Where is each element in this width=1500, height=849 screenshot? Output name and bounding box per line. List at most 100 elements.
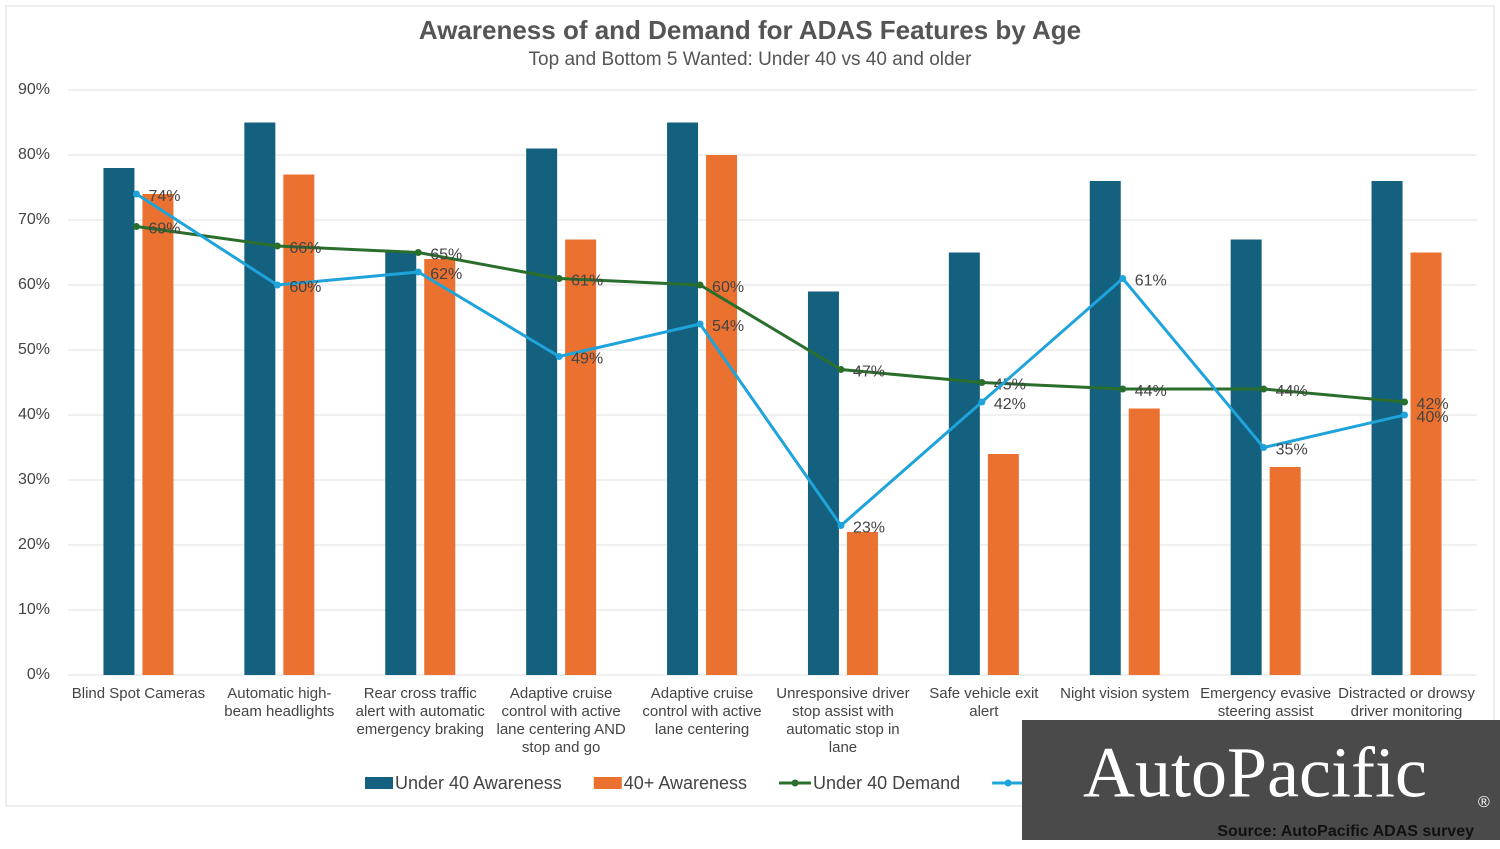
y-tick-label: 30% (18, 471, 50, 488)
chart-subtitle: Top and Bottom 5 Wanted: Under 40 vs 40 … (529, 49, 973, 70)
data-label: 49% (571, 351, 603, 368)
y-tick-label: 20% (18, 536, 50, 553)
data-label: 65% (430, 247, 462, 264)
x-tick-label: Blind Spot Cameras (71, 685, 206, 702)
line-point (414, 268, 422, 276)
bar (526, 148, 558, 675)
bar (424, 259, 456, 675)
line-point (696, 281, 704, 289)
legend-swatch (365, 777, 393, 789)
x-tick-label-box: Night vision system (1060, 685, 1190, 702)
line-point (837, 522, 845, 529)
data-label: 60% (712, 279, 744, 296)
data-label: 69% (148, 221, 180, 238)
line-point (273, 242, 281, 250)
line-point (273, 281, 281, 289)
line-point (1119, 275, 1127, 282)
data-label: 60% (289, 279, 321, 296)
line-point (837, 366, 845, 373)
x-tick-label-box: Rear cross traffic alert with automatic … (355, 685, 485, 738)
bar (1128, 408, 1160, 675)
data-label: 47% (853, 364, 885, 381)
data-label: 45% (994, 377, 1026, 394)
x-tick-label-box: Automatic high-beam headlights (224, 685, 335, 720)
bar (1230, 239, 1262, 675)
y-tick-label: 90% (18, 81, 50, 98)
line-point (1401, 398, 1409, 406)
y-tick-label: 0% (27, 666, 50, 683)
x-tick-label: Rear cross traffic alert with automatic … (355, 685, 485, 738)
bar (103, 168, 135, 675)
line (135, 192, 1405, 528)
bar (987, 454, 1019, 675)
data-label: 44% (1276, 383, 1308, 400)
line-point (978, 379, 986, 386)
bar (1371, 181, 1403, 675)
line (136, 225, 1405, 404)
line-point (414, 249, 422, 256)
legend-label: Under 40 Demand (813, 773, 960, 793)
data-label: 42% (994, 396, 1026, 413)
y-tick-label: 50% (18, 341, 50, 358)
plot: 0% 10% 20% 30% 40% 50% 60% 70% 80% 90% Blind Spot … (18, 81, 1477, 756)
source: Source: AutoPacific ADAS survey (1217, 823, 1474, 840)
line-point (132, 223, 140, 230)
bar (142, 194, 174, 675)
x-tick-label-box: Safe vehicle exit alert (929, 685, 1039, 720)
data-label: 40% (1417, 409, 1449, 426)
legend-label: Under 40 Awareness (395, 773, 562, 793)
x-tick-label: Automatic high-beam headlights (224, 685, 335, 720)
legend-swatch-point (1004, 779, 1012, 787)
logo-box (1022, 720, 1500, 840)
data-label: 23% (853, 520, 885, 537)
x-tick-label-box: Blind Spot Cameras (71, 685, 206, 702)
x-tick-label: Adaptive cruise control with active lane… (642, 685, 762, 738)
bar (385, 252, 417, 675)
line-point (1260, 444, 1268, 451)
x-tick-label: Emergency evasive steering assist (1200, 685, 1332, 720)
x-tick-label-box: Adaptive cruise control with active lane… (496, 685, 626, 756)
line-point (1401, 411, 1409, 419)
bar (846, 532, 878, 675)
y-tick-label: 80% (18, 146, 50, 163)
data-label: 54% (712, 318, 744, 335)
bar (565, 239, 597, 675)
data-label: 61% (571, 273, 603, 290)
line-point (555, 353, 563, 360)
legend-label: 40+ Awareness (624, 773, 747, 793)
data-label: 74% (148, 188, 180, 205)
line-point (1119, 385, 1127, 393)
line-point (696, 320, 704, 328)
y-tick-label: 60% (18, 276, 50, 293)
data-label: 44% (1135, 383, 1167, 400)
data-label: 35% (1276, 442, 1308, 459)
chart-title: Awareness of and Demand for ADAS Feature… (419, 15, 1081, 45)
legend-swatch (593, 777, 622, 789)
y-tick-label: 40% (18, 406, 50, 423)
line-point (555, 275, 563, 282)
bar (244, 122, 276, 675)
x-tick-label: Night vision system (1060, 685, 1190, 702)
bar (1410, 252, 1442, 675)
x-tick-label-box: Adaptive cruise control with active lane… (642, 685, 762, 738)
line-point (978, 398, 986, 406)
x-tick-label: Safe vehicle exit alert (929, 685, 1039, 720)
x-tick-label-box: Unresponsive driver stop assist with aut… (776, 685, 910, 756)
data-label: 61% (1135, 273, 1167, 290)
logo: AutoPacific (1083, 733, 1427, 813)
data-label: 66% (289, 240, 321, 257)
y-tick-label: 70% (18, 211, 50, 228)
y-tick-label: 10% (18, 601, 50, 618)
logo-mark: ® (1478, 794, 1490, 811)
x-tick-label: Unresponsive driver stop assist with aut… (776, 685, 910, 756)
x-tick-label: Adaptive cruise control with active lane… (496, 685, 626, 756)
line-point (132, 190, 140, 198)
line-point (1260, 385, 1268, 393)
legend-swatch-point (791, 779, 799, 787)
bar (706, 155, 738, 675)
bar (283, 174, 315, 675)
bar (667, 122, 699, 675)
bar (1089, 181, 1121, 675)
bar (1269, 467, 1301, 675)
